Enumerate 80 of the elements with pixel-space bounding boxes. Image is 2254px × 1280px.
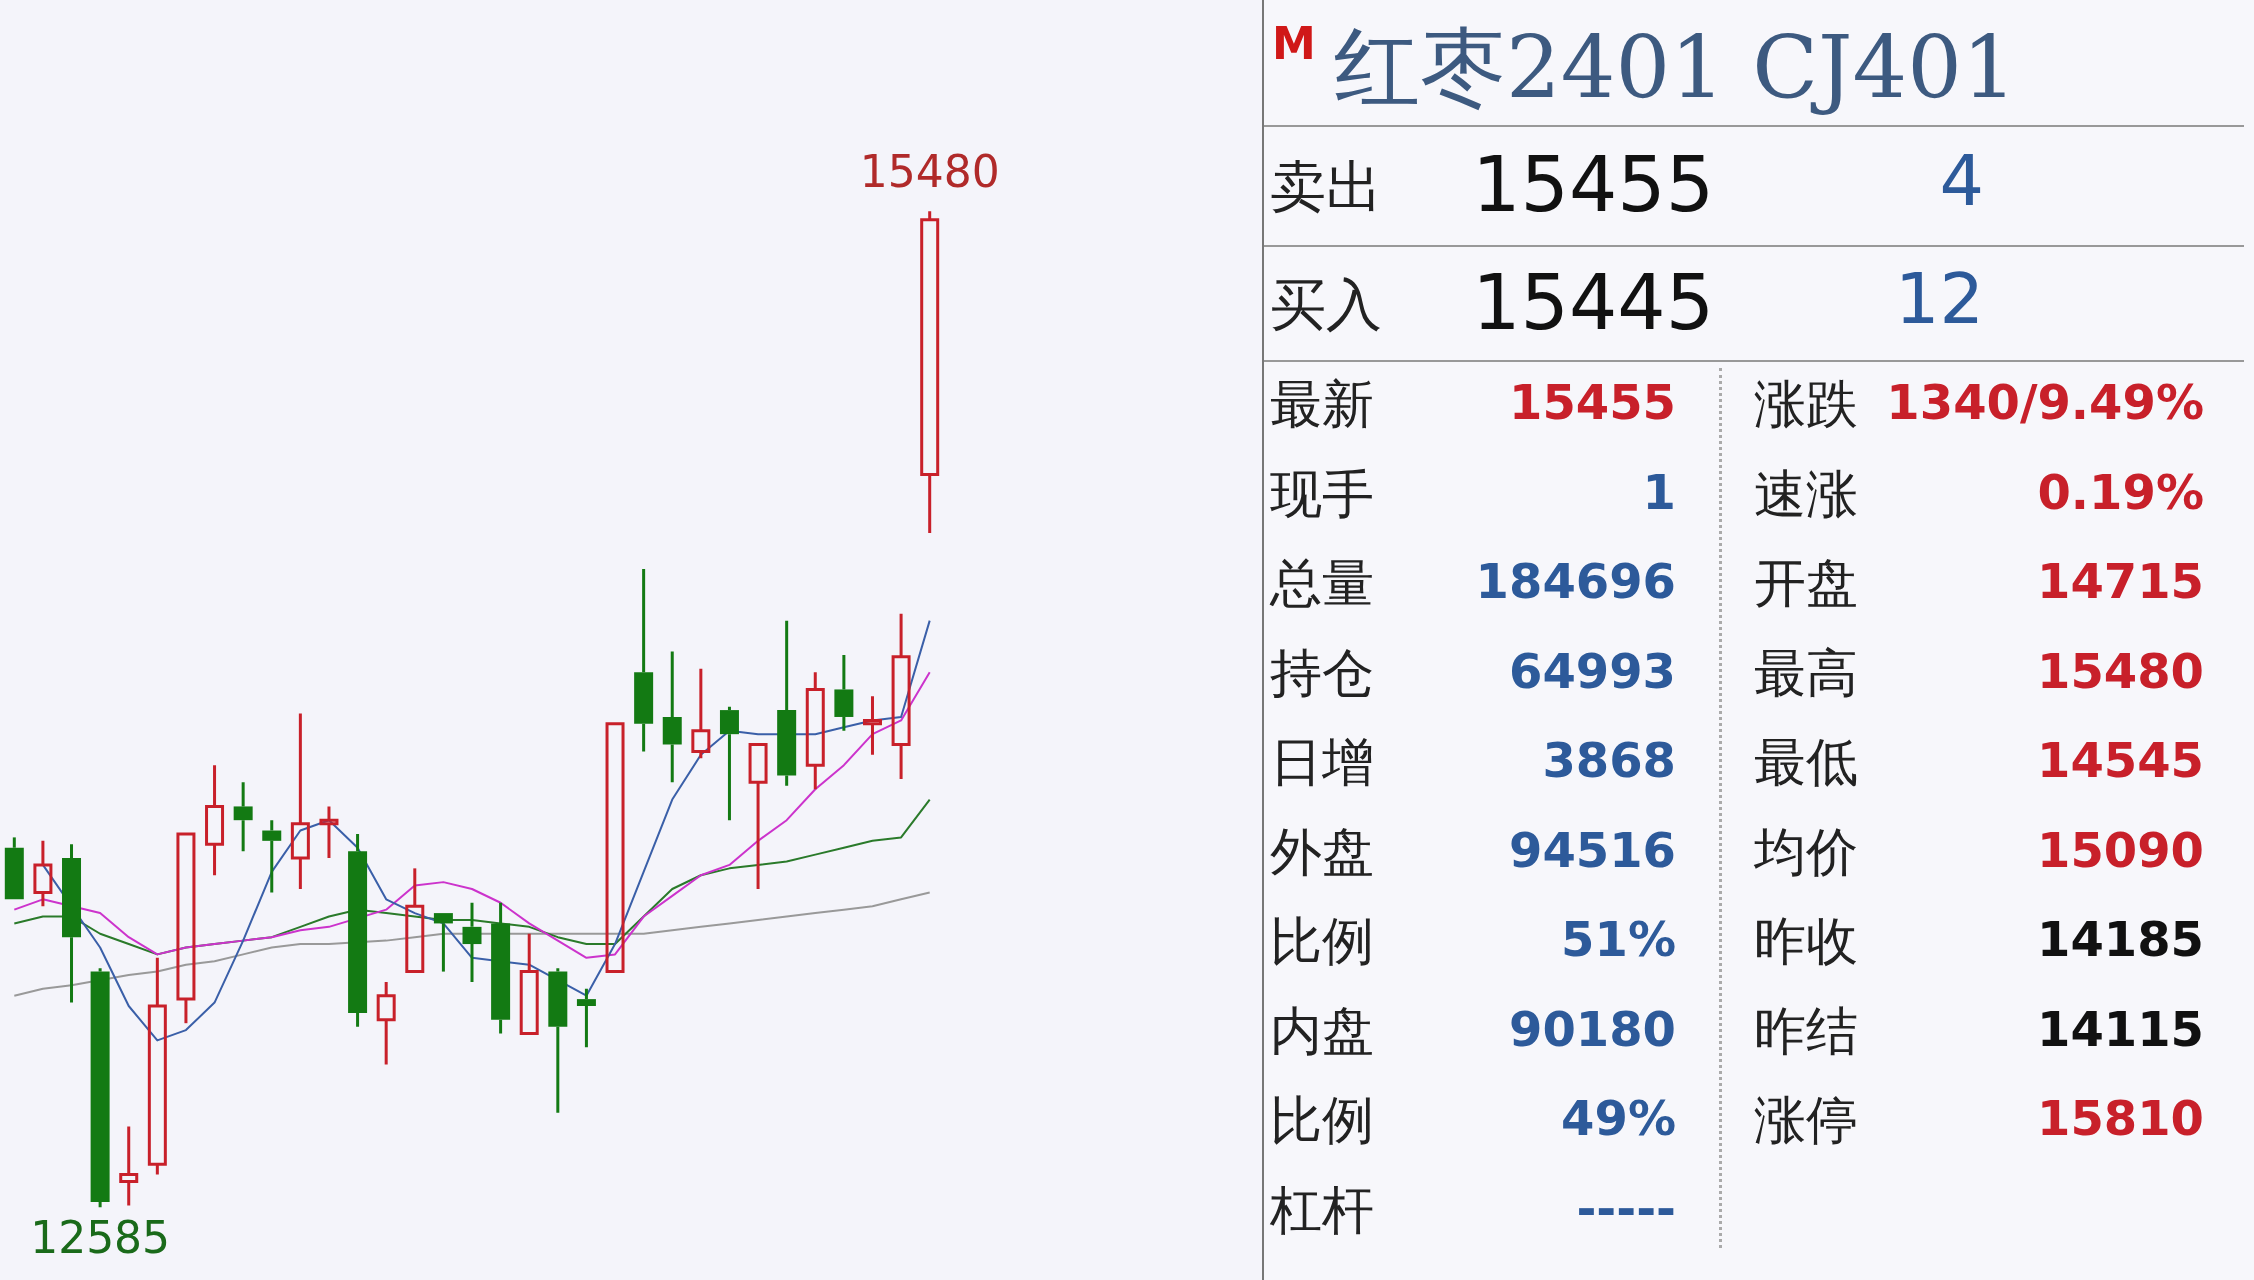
candlestick <box>33 840 53 907</box>
text: 红枣2401 CJ401 <box>1334 16 2017 119</box>
text: 64993 <box>1509 642 1676 699</box>
candlestick <box>634 569 654 752</box>
candlestick <box>319 806 339 859</box>
text: 卖出 <box>1270 153 1382 221</box>
text: 14545 <box>2037 732 2204 788</box>
candlestick <box>834 655 854 731</box>
text: 51% <box>1561 911 1676 967</box>
text: 1340/9.49% <box>1886 374 2204 430</box>
text: 日增 <box>1270 731 1374 794</box>
text: 最低 <box>1754 731 1858 794</box>
text: 现手 <box>1270 462 1374 526</box>
text: 持仓 <box>1270 641 1374 705</box>
text: 昨结 <box>1754 999 1858 1063</box>
text: 12585 <box>30 1211 171 1263</box>
candlestick <box>376 981 396 1065</box>
candlestick <box>891 613 911 779</box>
candlestick <box>777 620 797 786</box>
candlestick <box>233 782 253 852</box>
text: 内盘 <box>1270 999 1374 1063</box>
candlestick <box>691 668 711 759</box>
text: 14715 <box>2037 553 2204 609</box>
text: 15480 <box>859 145 1000 197</box>
text: 0.19% <box>2037 463 2204 520</box>
text: 速涨 <box>1754 462 1858 526</box>
text: 184696 <box>1475 553 1676 609</box>
candlestick <box>719 706 739 821</box>
text: 比例 <box>1270 910 1374 973</box>
text: 比例 <box>1270 1089 1374 1152</box>
candlestick <box>147 957 167 1175</box>
candlestick <box>462 902 482 982</box>
text: 昨收 <box>1754 910 1858 973</box>
candlestick <box>548 968 568 1113</box>
text: 15445 <box>1472 258 1714 347</box>
candlestick <box>862 696 882 755</box>
text: M <box>1272 18 1316 69</box>
text: ----- <box>1576 1179 1676 1236</box>
candlestick <box>290 713 310 890</box>
candlestick <box>805 672 825 790</box>
text: 最高 <box>1754 641 1858 705</box>
text: 4 <box>1939 140 1984 222</box>
text: 3868 <box>1542 732 1676 788</box>
text: 15480 <box>2037 642 2204 699</box>
candlestick <box>662 651 682 783</box>
text: 开盘 <box>1754 552 1858 615</box>
text: 杠杆 <box>1270 1178 1374 1242</box>
text: 15810 <box>2037 1090 2204 1146</box>
text: 涨停 <box>1754 1089 1858 1152</box>
candlestick <box>348 833 368 1027</box>
candlestick <box>519 933 539 1036</box>
text: 买入 <box>1270 271 1382 339</box>
candlestick <box>4 837 24 900</box>
candlestick <box>176 832 196 1024</box>
candlestick <box>205 765 225 876</box>
text: 最新 <box>1270 373 1374 436</box>
text: 90180 <box>1509 1000 1676 1057</box>
text: 15455 <box>1509 374 1676 430</box>
text: 94516 <box>1509 821 1676 878</box>
text: 14185 <box>2037 911 2204 967</box>
text: 49% <box>1561 1090 1676 1146</box>
text: 涨跌 <box>1754 373 1858 436</box>
candlestick <box>433 913 453 972</box>
candlestick <box>748 743 768 890</box>
candlestick <box>119 1126 139 1206</box>
text: 外盘 <box>1270 820 1374 884</box>
candlestick <box>491 902 511 1034</box>
candlestick <box>576 988 596 1048</box>
candlestick <box>262 820 282 893</box>
text: 12 <box>1894 258 1984 340</box>
text: 15090 <box>2037 821 2204 878</box>
text: 总量 <box>1270 552 1374 615</box>
candlestick <box>405 868 425 974</box>
text: 15455 <box>1472 140 1714 229</box>
text: 1 <box>1642 463 1676 520</box>
text: 14115 <box>2037 1000 2204 1057</box>
candlestick <box>62 844 82 1003</box>
text: 均价 <box>1754 820 1858 884</box>
candlestick <box>90 968 110 1208</box>
candlestick <box>920 211 940 533</box>
